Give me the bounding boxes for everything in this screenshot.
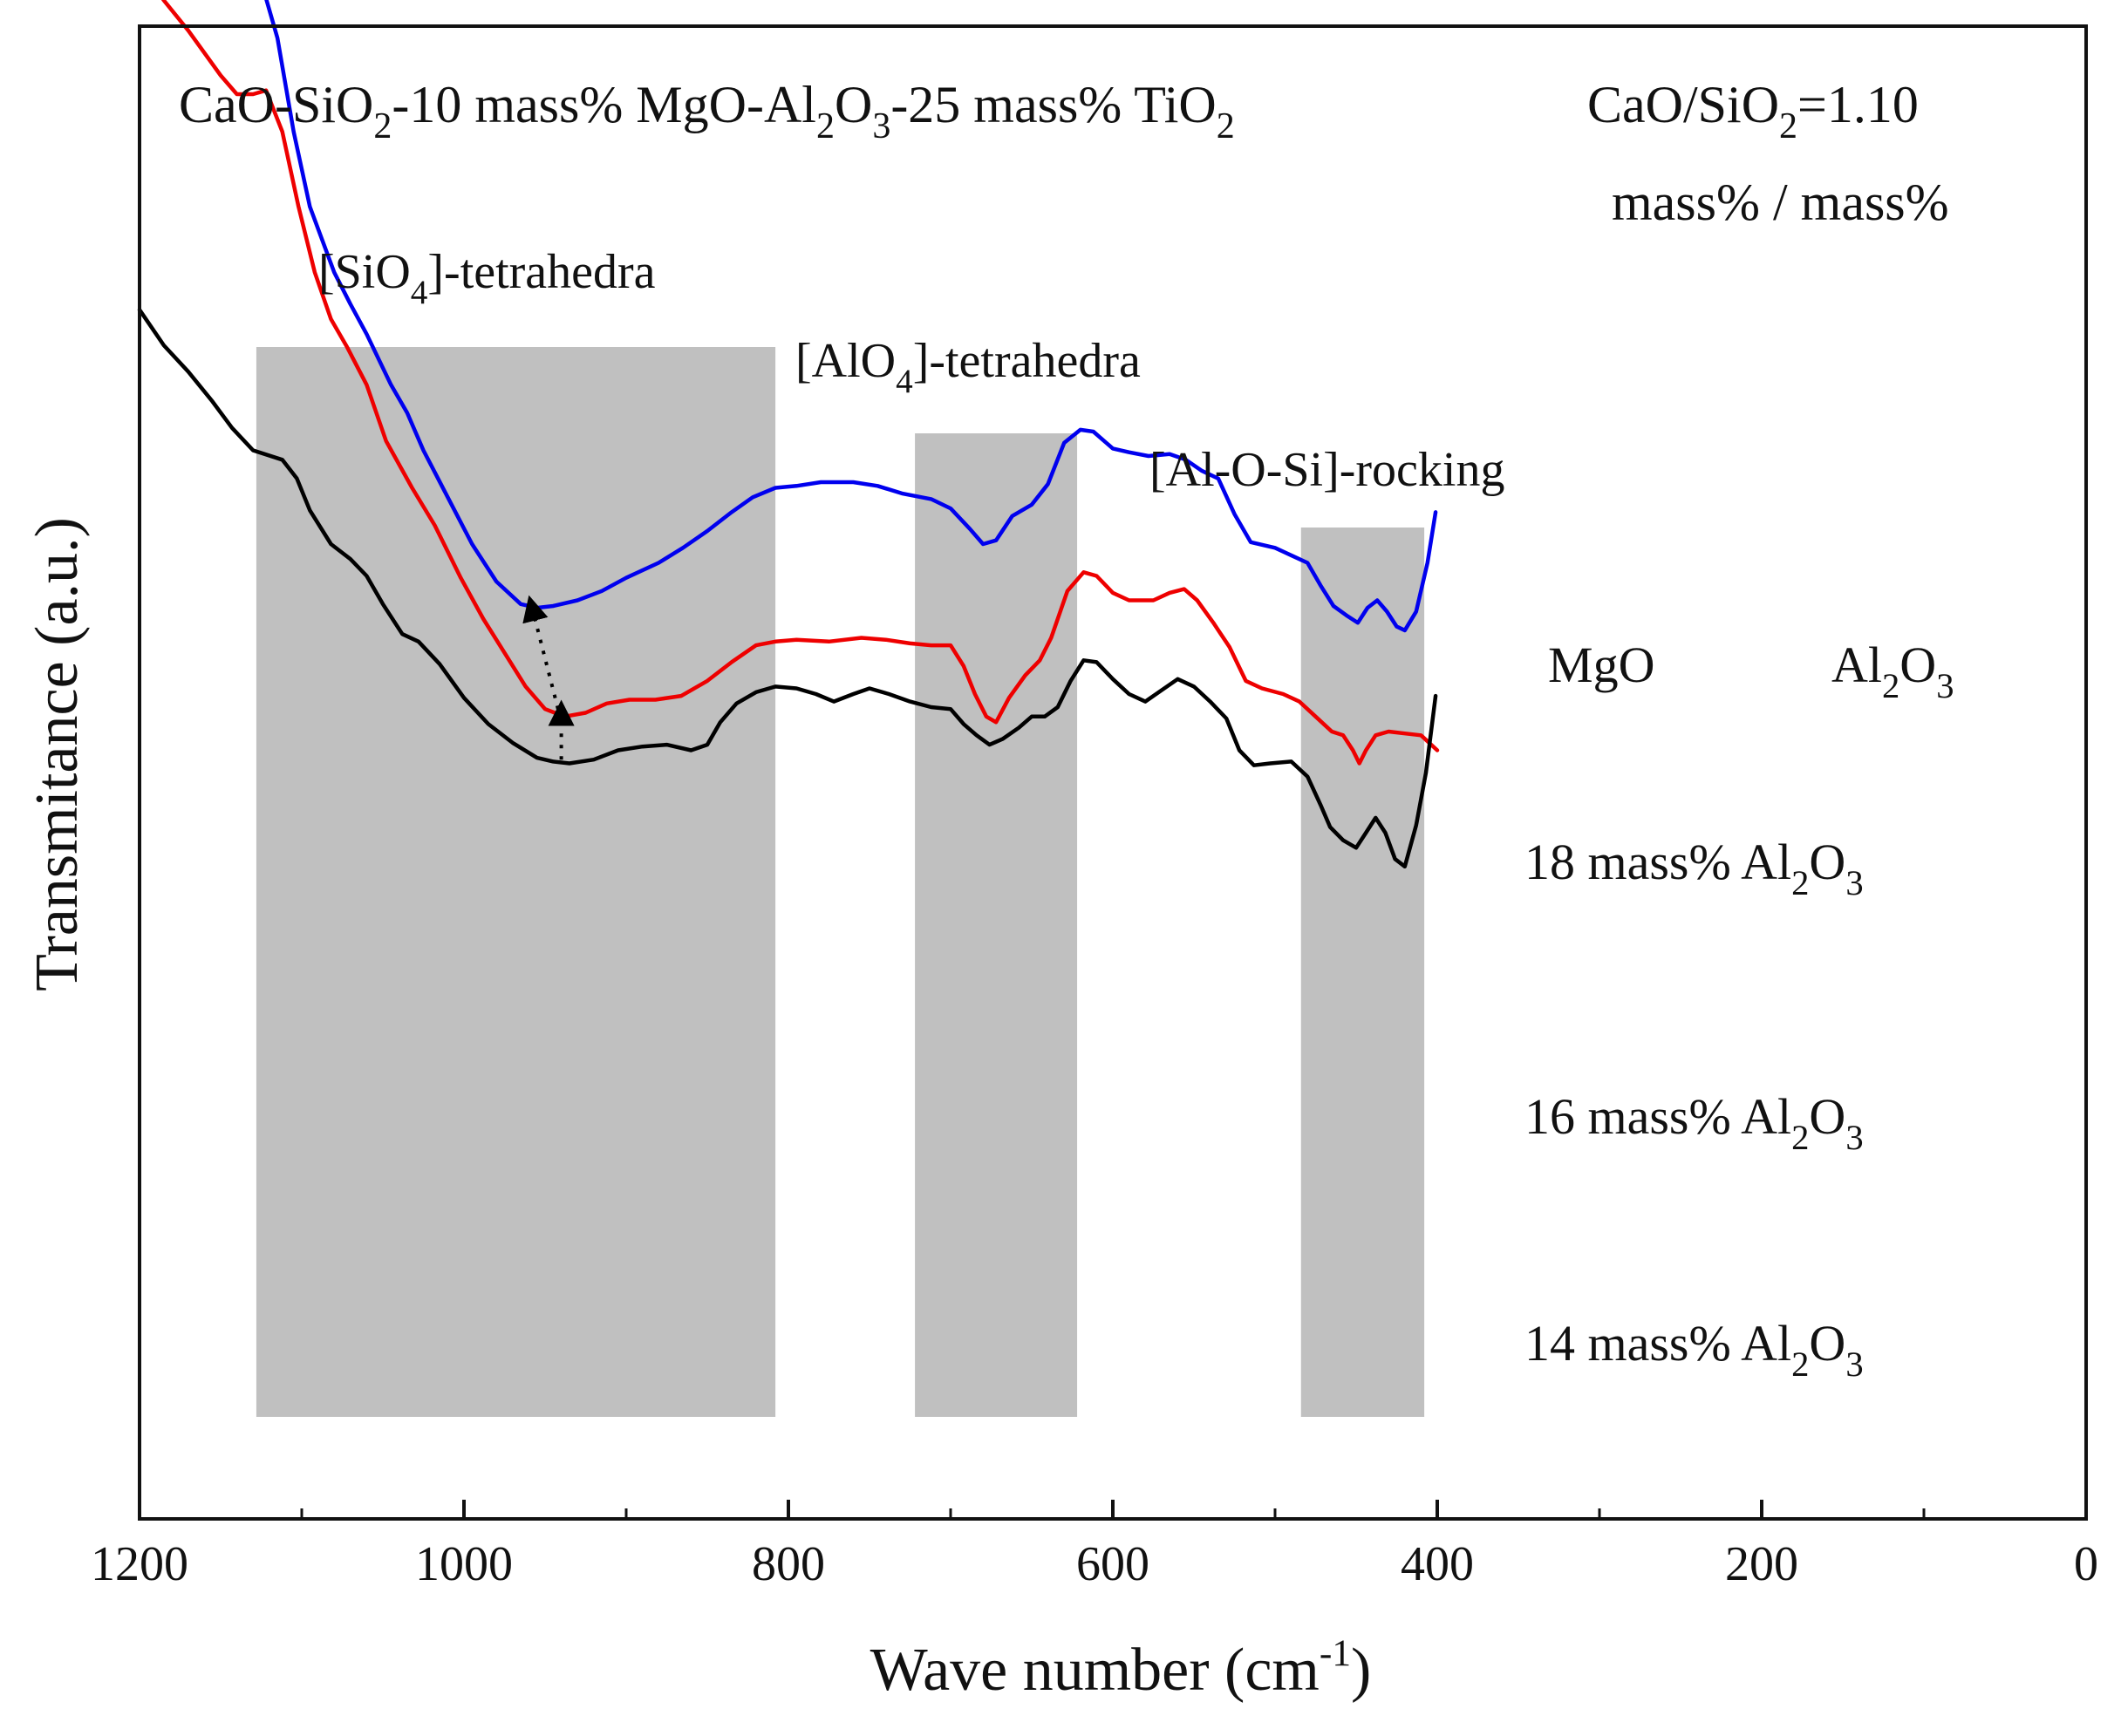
- band-label-alosi: [Al-O-Si]-rocking: [1149, 443, 1504, 497]
- series-line-14-percent: [137, 308, 1438, 869]
- text-run-1: 4: [411, 274, 428, 311]
- text-run-3: 3: [1845, 863, 1863, 902]
- text-run-0: 18 mass% Al: [1524, 834, 1791, 890]
- text-run-6: -25 mass% TiO: [890, 76, 1216, 133]
- x-tick-label-600: 600: [1076, 1537, 1149, 1591]
- text-run-3: 2: [816, 106, 835, 146]
- text-run-4: O: [835, 76, 872, 133]
- text-run-0: 14 mass% Al: [1524, 1315, 1791, 1372]
- text-run-1: 2: [1791, 1345, 1809, 1384]
- text-run-5: 3: [872, 106, 890, 146]
- text-run-0: 16 mass% Al: [1524, 1088, 1791, 1145]
- text-run-2: O: [1899, 637, 1936, 693]
- text-run-2: ]-tetrahedra: [427, 245, 655, 299]
- text-run-2: ]-tetrahedra: [913, 334, 1141, 388]
- text-run-0: [Al-O-Si]-rocking: [1149, 443, 1504, 497]
- band-label-sio4: [SiO4]-tetrahedra: [318, 245, 656, 311]
- band-label-alo4: [AlO4]-tetrahedra: [795, 334, 1141, 400]
- absorption-bands: [256, 347, 1425, 1417]
- text-run-2: O: [1809, 1315, 1845, 1372]
- text-run-0: [AlO: [795, 334, 896, 388]
- text-run-1: 2: [1791, 863, 1809, 902]
- text-run-1: 4: [896, 363, 913, 400]
- series-label-18-percent: 18 mass% Al2O3: [1524, 834, 1864, 902]
- text-run-1: 2: [1791, 1118, 1809, 1157]
- x-tick-label-1000: 1000: [415, 1537, 513, 1591]
- text-run-3: 3: [1936, 666, 1954, 705]
- series-label-16-percent: 16 mass% Al2O3: [1524, 1088, 1864, 1157]
- x-axis-ticks: 1200 1000 800 600 400 200 0: [91, 1500, 2098, 1591]
- x-axis-title: Wave number (cm-1): [870, 1632, 1372, 1704]
- text-run-2: -10 mass% MgO-Al: [392, 76, 816, 133]
- x-axis-title-close: ): [1351, 1637, 1371, 1704]
- legend-header-al2o3: Al2O3: [1831, 637, 1954, 705]
- x-tick-label-0: 0: [2074, 1537, 2098, 1591]
- series-line-16-percent: [160, 0, 1440, 766]
- x-tick-label-800: 800: [752, 1537, 825, 1591]
- text-run-2: =1.10: [1797, 76, 1919, 133]
- spectra-lines: [137, 0, 1440, 869]
- basicity-unit-note: mass% / mass%: [1612, 174, 1949, 231]
- y-axis-title: Transmitance (a.u.): [24, 517, 91, 991]
- text-run-7: 2: [1217, 106, 1235, 146]
- band-alosi: [1300, 528, 1425, 1417]
- x-tick-label-200: 200: [1725, 1537, 1798, 1591]
- series-line-18-percent: [264, 0, 1438, 633]
- text-run-2: O: [1809, 1088, 1845, 1145]
- text-run-2: O: [1809, 834, 1845, 890]
- x-tick-label-400: 400: [1401, 1537, 1474, 1591]
- text-run-1: 2: [1779, 106, 1797, 146]
- band-sio4: [256, 347, 776, 1417]
- text-run-1: 2: [373, 106, 392, 146]
- text-run-1: 2: [1882, 666, 1899, 705]
- series-label-14-percent: 14 mass% Al2O3: [1524, 1315, 1864, 1384]
- band-alo4: [915, 433, 1078, 1417]
- legend-header-mgo: MgO: [1548, 637, 1654, 693]
- composition-note: CaO-SiO2-10 mass% MgO-Al2O3-25 mass% TiO…: [179, 76, 1235, 146]
- basicity-note: CaO/SiO2=1.10: [1587, 76, 1919, 146]
- text-run-0: Al: [1831, 637, 1882, 693]
- text-run-0: CaO/SiO: [1587, 76, 1779, 133]
- x-axis-title-superscript: -1: [1320, 1632, 1351, 1674]
- text-run-0: CaO-SiO: [179, 76, 373, 133]
- text-run-0: [SiO: [318, 245, 411, 299]
- text-run-3: 3: [1845, 1345, 1863, 1384]
- shift-arrows: [522, 595, 575, 760]
- band-labels: [SiO4]-tetrahedra[AlO4]-tetrahedra[Al-O-…: [318, 245, 1504, 497]
- text-run-3: 3: [1845, 1118, 1863, 1157]
- x-tick-label-1200: 1200: [91, 1537, 188, 1591]
